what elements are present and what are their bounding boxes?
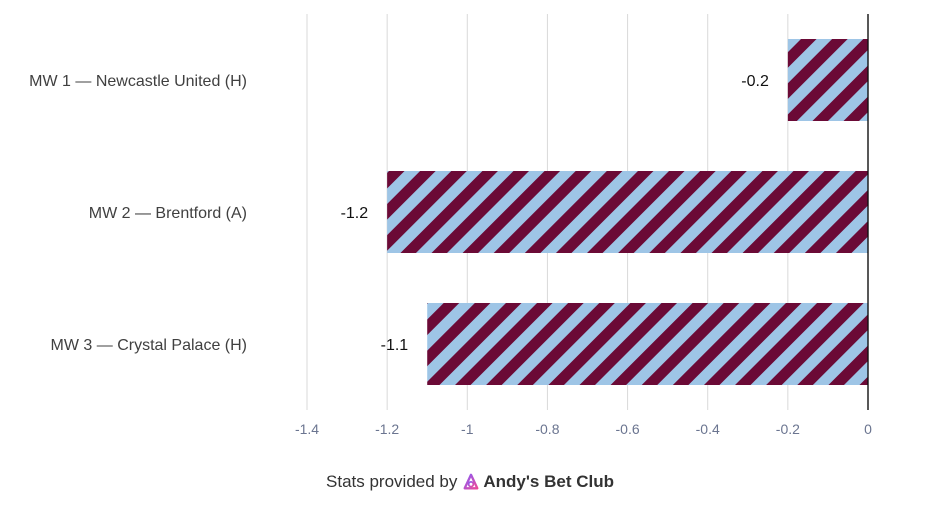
- bar: [427, 303, 868, 385]
- x-tick-label: -1: [461, 421, 474, 437]
- bar-chart: -0.2 -1.2 -1.1 -1.4 -1.2 -1 -0.8 -0.6 -0.4 -0.2 0…: [29, 14, 872, 437]
- andys-bet-club-logo-icon: [463, 473, 479, 490]
- data-label: -1.1: [381, 337, 409, 354]
- x-tick-label: -1.2: [375, 421, 399, 437]
- x-tick-label: -0.6: [616, 421, 640, 437]
- category-label: MW 3 — Crystal Palace (H): [51, 337, 247, 354]
- x-tick-label: -0.4: [696, 421, 720, 437]
- bar: [387, 171, 868, 253]
- category-label: MW 2 — Brentford (A): [89, 205, 247, 222]
- brand-name: Andy's Bet Club: [483, 472, 614, 491]
- bar: [787, 39, 868, 121]
- data-label: -0.2: [741, 73, 769, 90]
- attribution-footer: Stats provided by Andy's Bet Club: [0, 470, 940, 494]
- attribution-prefix: Stats provided by: [326, 472, 458, 491]
- x-tick-label: -0.2: [776, 421, 800, 437]
- data-label: -1.2: [341, 205, 369, 222]
- x-tick-label: 0: [864, 421, 872, 437]
- x-tick-label: -0.8: [535, 421, 559, 437]
- category-label: MW 1 — Newcastle United (H): [29, 73, 247, 90]
- axes: -1.4 -1.2 -1 -0.8 -0.6 -0.4 -0.2 0 MW 1 — Newcas…: [29, 14, 872, 437]
- x-tick-label: -1.4: [295, 421, 319, 437]
- bars: -0.2 -1.2 -1.1: [341, 39, 868, 385]
